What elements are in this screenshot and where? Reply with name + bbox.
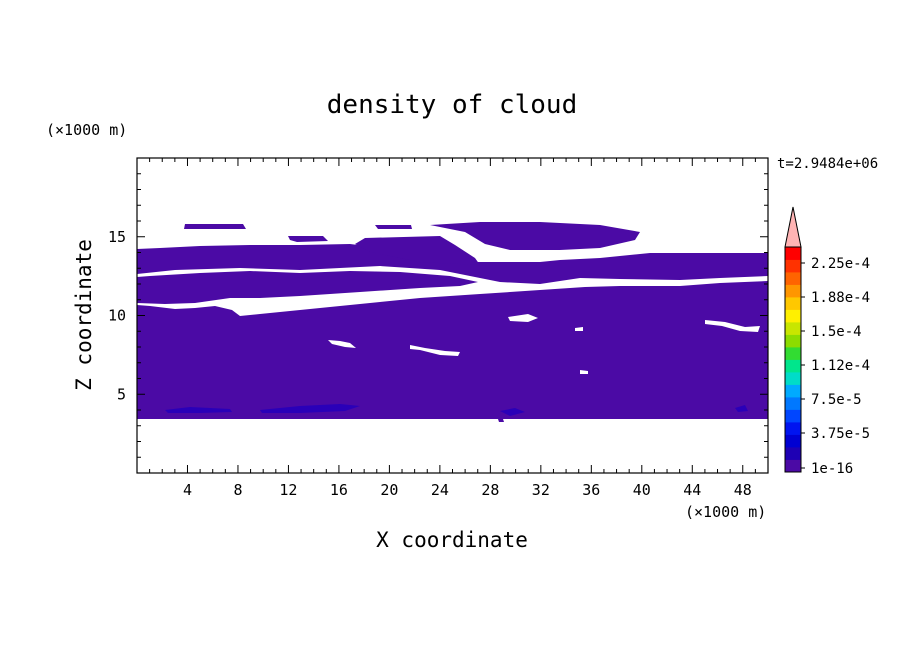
x-unit-label: (×1000 m) (685, 503, 766, 521)
x-tick-label: 44 (683, 481, 701, 499)
cloud-base-bump (498, 419, 504, 422)
y-axis-title: Z coordinate (72, 239, 96, 391)
x-axis-title: X coordinate (376, 528, 528, 552)
colorbar-segment (785, 297, 801, 310)
colorbar (784, 206, 802, 473)
clear-gap-1 (137, 266, 768, 316)
clear-gap-4 (328, 340, 356, 348)
colorbar-segment (785, 409, 801, 423)
colorbar-segment (785, 309, 801, 323)
x-tick-label: 32 (532, 481, 550, 499)
x-tick-label: 28 (481, 481, 499, 499)
colorbar-segment (785, 447, 801, 460)
clear-gap-7 (580, 370, 588, 374)
colorbar-segment (785, 434, 801, 448)
chart-title: density of cloud (327, 90, 577, 120)
x-tick-label: 36 (582, 481, 600, 499)
x-tick-label: 24 (431, 481, 449, 499)
x-tick-label: 4 (183, 481, 192, 499)
cloud-region-upper-1 (184, 224, 246, 229)
y-tick-label: 5 (117, 385, 126, 403)
colorbar-label: 2.25e-4 (811, 256, 870, 272)
colorbar-labels: 2.25e-4 1.88e-4 1.5e-4 1.12e-4 7.5e-5 3.75e-5… (801, 256, 870, 477)
clear-gap-3 (705, 320, 760, 332)
cloud-region-upper-3 (355, 236, 480, 265)
colorbar-label: 3.75e-5 (811, 426, 870, 442)
colorbar-label: 1.5e-4 (811, 324, 862, 340)
cloud-region-upper-2 (288, 236, 328, 242)
x-tick-label: 20 (380, 481, 398, 499)
cloud-field (137, 222, 768, 422)
colorbar-segment (785, 397, 801, 410)
colorbar-segment (785, 384, 801, 398)
colorbar-label: 7.5e-5 (811, 392, 862, 408)
colorbar-segment (785, 284, 801, 298)
cloud-region-upper-5 (430, 222, 640, 250)
colorbar-segment (785, 272, 801, 285)
colorbar-segment (785, 247, 801, 260)
colorbar-segment (785, 422, 801, 435)
clear-gap-6 (575, 327, 583, 331)
dense-spot-4 (735, 405, 748, 412)
colorbar-segment (785, 359, 801, 373)
y-tick-labels: 5 10 15 (108, 228, 126, 404)
frame-ticks (137, 158, 768, 473)
y-tick-label: 10 (108, 307, 126, 325)
x-tick-label: 8 (233, 481, 242, 499)
time-label: t=2.9484e+06 (777, 156, 878, 172)
x-tick-label: 48 (734, 481, 752, 499)
dense-spot-3 (500, 408, 525, 416)
x-tick-label: 40 (633, 481, 651, 499)
colorbar-label: 1.12e-4 (811, 358, 870, 374)
dense-spot-2 (260, 404, 360, 413)
colorbar-over-triangle (784, 206, 802, 248)
colorbar-segment (785, 347, 801, 360)
colorbar-segment (785, 259, 801, 273)
z-unit-label: (×1000 m) (46, 121, 127, 139)
dense-spot-1 (165, 407, 232, 413)
cloud-region-upper-4 (375, 225, 412, 229)
colorbar-segment (785, 459, 801, 473)
x-tick-label: 12 (279, 481, 297, 499)
colorbar-segment (785, 322, 801, 335)
colorbar-frame (784, 246, 802, 473)
x-tick-labels: 4 8 12 16 20 24 28 32 36 40 44 48 (183, 481, 752, 499)
colorbar-label: 1e-16 (811, 461, 853, 477)
colorbar-label: 1.88e-4 (811, 290, 870, 306)
clear-gap-5 (410, 345, 460, 356)
cloud-region-main (137, 244, 768, 419)
clear-gap-2 (508, 314, 538, 322)
x-tick-label: 16 (330, 481, 348, 499)
colorbar-segment (785, 372, 801, 385)
y-tick-label: 15 (108, 228, 126, 246)
colorbar-segment (785, 334, 801, 348)
